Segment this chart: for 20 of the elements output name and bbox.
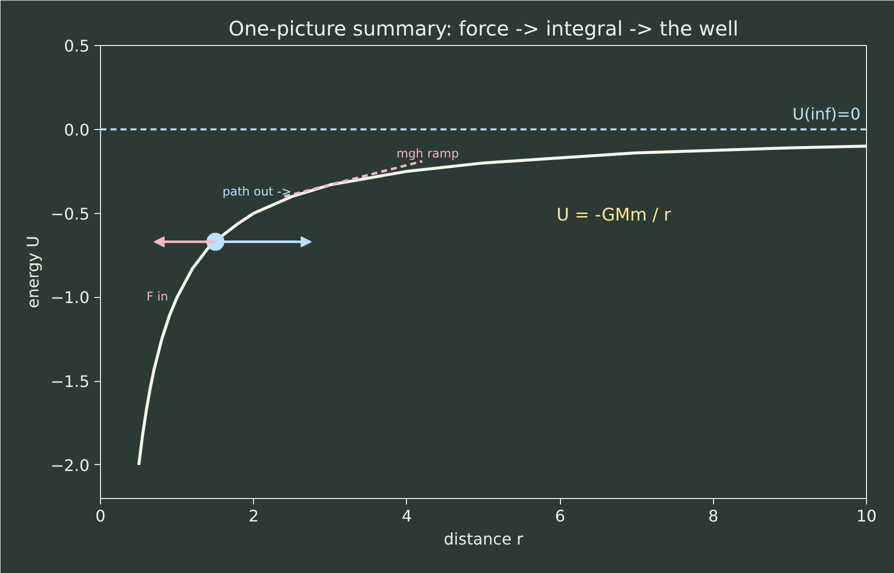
y-axis-title: energy U xyxy=(24,236,43,308)
x-tick-label: 4 xyxy=(402,506,412,526)
annotation: path out -> xyxy=(222,184,292,198)
chart-title: One-picture summary: force -> integral -> the well xyxy=(228,16,738,40)
ref-line-label: U(inf)=0 xyxy=(792,104,860,124)
annotation: F in xyxy=(146,290,168,304)
annotation: mgh ramp xyxy=(396,146,459,160)
x-tick-label: 0 xyxy=(95,506,106,526)
x-tick-label: 6 xyxy=(555,506,566,526)
y-tick-label: −1.0 xyxy=(50,288,90,308)
x-tick-label: 10 xyxy=(856,506,877,526)
y-tick-label: 0.0 xyxy=(64,120,90,140)
x-axis-title: distance r xyxy=(444,530,524,548)
x-tick-label: 8 xyxy=(708,506,718,526)
y-tick-label: −2.0 xyxy=(50,456,90,475)
y-tick-label: −0.5 xyxy=(50,204,90,224)
y-tick-label: 0.5 xyxy=(64,36,90,56)
annotation: U = -GMm / r xyxy=(556,206,672,226)
x-tick-label: 2 xyxy=(248,506,259,526)
y-tick-label: −1.5 xyxy=(50,372,90,392)
